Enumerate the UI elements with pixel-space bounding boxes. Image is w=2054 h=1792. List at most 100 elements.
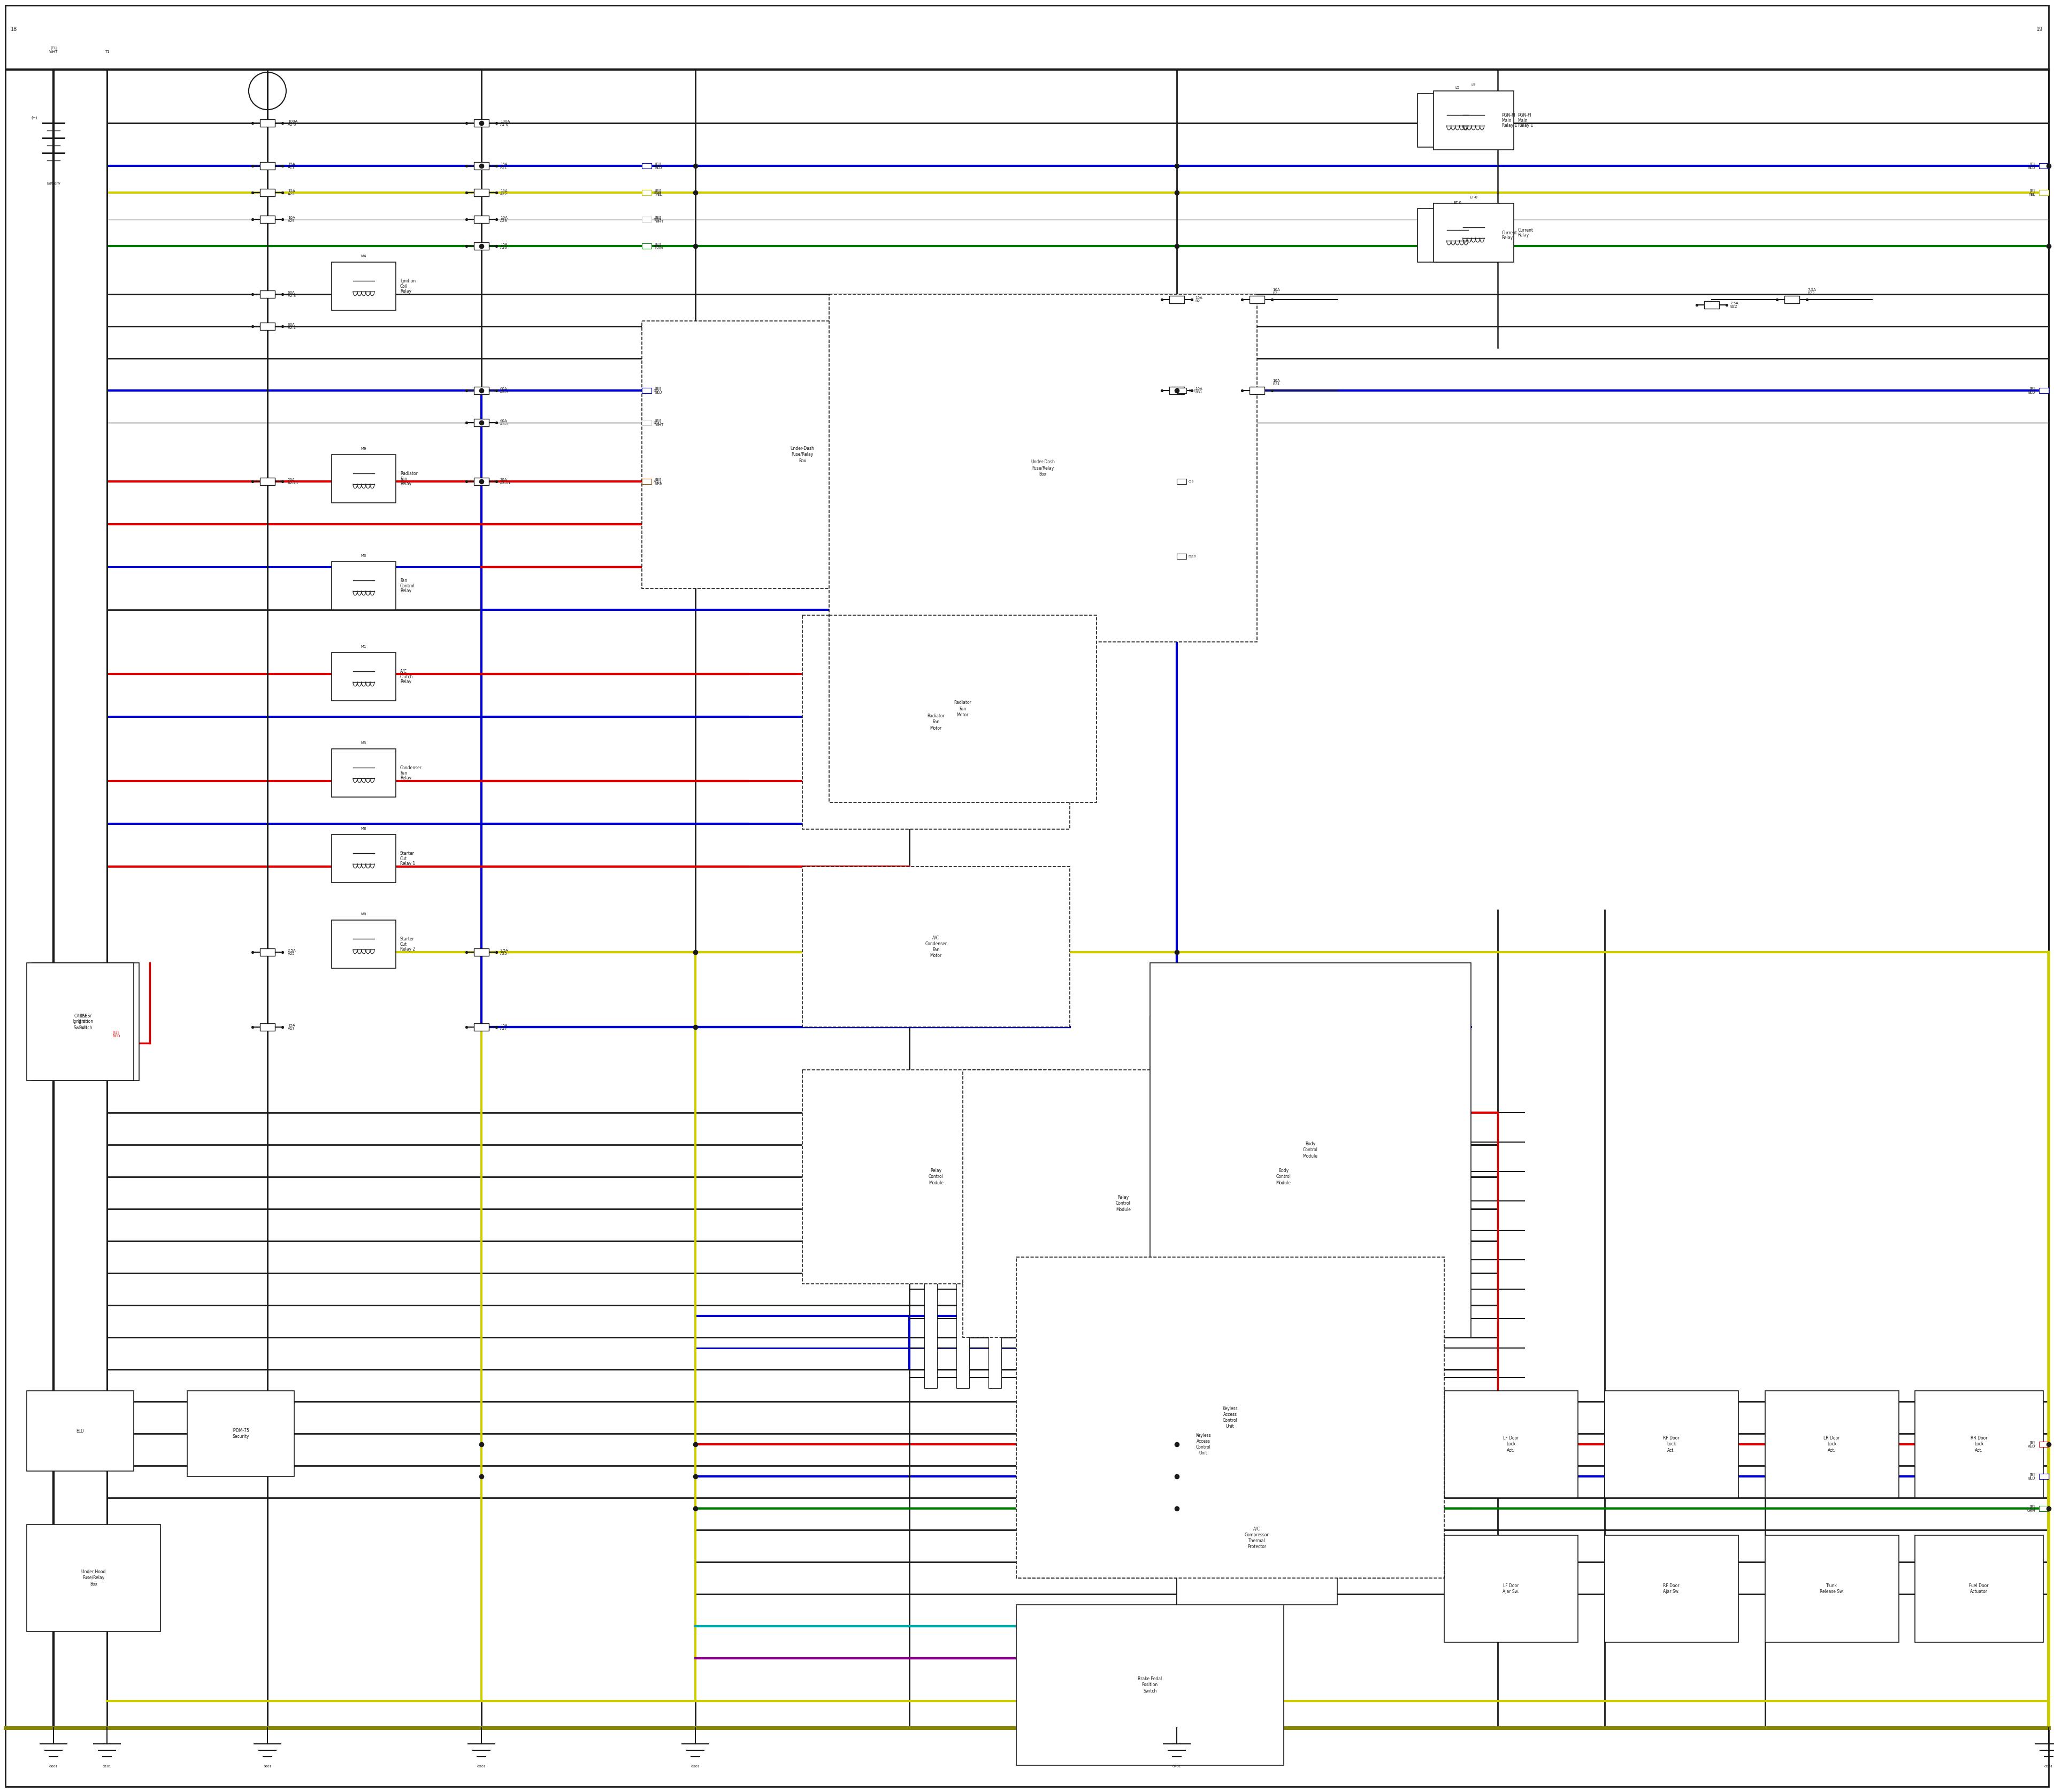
Text: ET-0: ET-0	[1469, 195, 1477, 199]
Text: Relay
Control
Module: Relay Control Module	[928, 1168, 943, 1185]
Text: 20A
A2-11: 20A A2-11	[499, 478, 511, 486]
Bar	[474, 387, 489, 394]
Point	[481, 177, 514, 206]
Text: 15A
A22: 15A A22	[499, 190, 507, 195]
Text: A/C
Compressor
Thermal
Protector: A/C Compressor Thermal Protector	[1245, 1527, 1269, 1550]
Bar	[1249, 296, 1265, 303]
Bar	[474, 478, 489, 486]
Text: M1: M1	[362, 645, 366, 649]
Bar	[988, 1109, 1000, 1389]
Bar	[261, 188, 275, 197]
Bar	[2040, 1441, 2048, 1446]
Bar	[641, 190, 651, 195]
Bar	[474, 1023, 489, 1030]
Text: Body
Control
Module: Body Control Module	[1302, 1142, 1319, 1158]
Bar	[1444, 1536, 1577, 1641]
Text: 2.5A
A25: 2.5A A25	[288, 948, 296, 955]
Point	[1711, 290, 1744, 319]
Text: IPDM-75
Security: IPDM-75 Security	[232, 1428, 249, 1439]
Bar	[331, 455, 396, 504]
Bar	[1021, 1109, 1033, 1389]
Point	[265, 177, 298, 206]
Bar	[1249, 387, 1265, 394]
Text: PGN-FI
Main
Relay 1: PGN-FI Main Relay 1	[1518, 113, 1532, 127]
Text: [EI]
WHT: [EI] WHT	[49, 47, 58, 54]
Bar	[803, 1070, 1070, 1283]
Text: 60A
A2-1: 60A A2-1	[499, 419, 509, 426]
Point	[236, 109, 269, 138]
Text: 7.5A
B22: 7.5A B22	[1729, 301, 1738, 308]
Bar	[1914, 1536, 2044, 1641]
Text: 15A
A22: 15A A22	[288, 190, 296, 195]
Point	[481, 376, 514, 405]
Text: 10A
A29: 10A A29	[288, 217, 296, 222]
Bar	[1017, 1256, 1444, 1579]
Text: D|5: D|5	[653, 389, 659, 392]
Bar	[331, 835, 396, 883]
Text: L5: L5	[1454, 86, 1460, 90]
Text: 60A
A2-3: 60A A2-3	[499, 387, 509, 394]
Bar	[474, 948, 489, 955]
Bar	[474, 419, 489, 426]
Bar	[261, 120, 275, 127]
Text: Fan
Control
Relay: Fan Control Relay	[401, 579, 415, 593]
Bar	[641, 217, 651, 222]
Bar	[1085, 1109, 1097, 1389]
Bar	[641, 163, 651, 168]
Text: [EJ]
BLU: [EJ] BLU	[655, 387, 661, 394]
Text: 10A
A29: 10A A29	[499, 217, 507, 222]
Point	[464, 1430, 497, 1459]
Text: [EJ]
RED: [EJ] RED	[113, 1030, 119, 1038]
Bar	[1705, 301, 1719, 308]
Bar	[1764, 1536, 1898, 1641]
Text: Relay
Control
Module: Relay Control Module	[1115, 1195, 1130, 1211]
Point	[2031, 231, 2054, 260]
Bar	[1169, 387, 1183, 394]
Point	[678, 1495, 711, 1523]
Point	[481, 109, 514, 138]
Text: D|3: D|3	[653, 421, 659, 425]
Text: RR Door
Lock
Act.: RR Door Lock Act.	[1970, 1435, 1988, 1453]
Text: M8: M8	[362, 912, 366, 916]
Bar	[641, 217, 651, 222]
Text: 2.5A
A25: 2.5A A25	[499, 948, 509, 955]
Text: [EJ]
BRN: [EJ] BRN	[655, 478, 663, 486]
Text: L5: L5	[1471, 84, 1475, 86]
Text: Radiator
Fan
Motor: Radiator Fan Motor	[926, 713, 945, 731]
Text: G201: G201	[477, 1765, 487, 1769]
Point	[450, 152, 483, 181]
Bar	[331, 652, 396, 701]
Text: Trunk
Release Sw.: Trunk Release Sw.	[1820, 1584, 1844, 1595]
Point	[1175, 285, 1208, 314]
Point	[450, 937, 483, 966]
Bar	[1417, 208, 1497, 262]
Text: 60A
A2-3: 60A A2-3	[288, 290, 296, 297]
Point	[1161, 1430, 1193, 1459]
Point	[265, 204, 298, 233]
Text: Radiator
Fan
Motor: Radiator Fan Motor	[953, 701, 972, 717]
Text: CABS/
Ignition
Switch: CABS/ Ignition Switch	[78, 1012, 92, 1030]
Text: RF Door
Ajar Sw.: RF Door Ajar Sw.	[1664, 1584, 1680, 1595]
Point	[678, 152, 711, 181]
Text: ET-0: ET-0	[1454, 201, 1460, 204]
Text: G101: G101	[103, 1765, 111, 1769]
Point	[1161, 376, 1193, 405]
Point	[450, 231, 483, 260]
Bar	[261, 478, 275, 486]
Bar	[1150, 1016, 1417, 1337]
Text: A/C
Condenser
Fan
Motor: A/C Condenser Fan Motor	[924, 935, 947, 959]
Text: [E]
RED: [E] RED	[2027, 1441, 2036, 1448]
Text: PGN-FI
Main
Relay 1: PGN-FI Main Relay 1	[1501, 113, 1518, 127]
Text: G401: G401	[1173, 1765, 1181, 1769]
Point	[464, 376, 497, 405]
Point	[1255, 376, 1288, 405]
Text: [E]
BLU: [E] BLU	[2027, 1473, 2036, 1480]
Text: 100A
A1-6: 100A A1-6	[288, 120, 298, 127]
Point	[1161, 177, 1193, 206]
Point	[678, 937, 711, 966]
Text: 15A
A21: 15A A21	[288, 163, 296, 168]
Bar	[261, 290, 275, 297]
Bar	[1764, 1391, 1898, 1498]
Text: 7.5A
B22: 7.5A B22	[1808, 289, 1816, 296]
Point	[450, 376, 483, 405]
